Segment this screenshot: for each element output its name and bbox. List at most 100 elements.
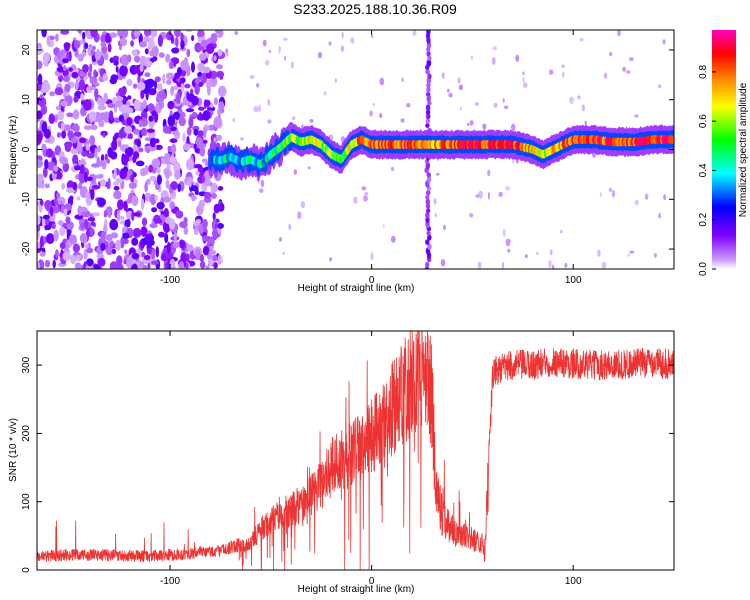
faint-speckle xyxy=(492,57,496,65)
faint-speckle xyxy=(662,39,666,45)
faint-speckle xyxy=(597,249,601,257)
faint-speckle xyxy=(505,238,511,247)
faint-speckle xyxy=(569,96,574,105)
noise-speckle xyxy=(76,196,81,201)
vertical-streak xyxy=(426,175,432,183)
noise-speckle xyxy=(78,206,88,213)
noise-speckle xyxy=(37,47,44,54)
noise-speckle xyxy=(156,174,162,185)
noise-speckle xyxy=(74,40,81,49)
noise-speckle xyxy=(91,163,100,168)
snr-plot-area xyxy=(37,331,674,570)
noise-speckle xyxy=(41,121,48,133)
noise-speckle xyxy=(197,30,204,38)
faint-speckle xyxy=(601,261,607,269)
faint-speckle xyxy=(435,172,440,176)
colorbar-label: Normalized spectral amplitude xyxy=(738,82,749,217)
vertical-streak xyxy=(425,198,430,206)
noise-speckle xyxy=(100,41,107,48)
noise-speckle xyxy=(167,145,171,152)
y-tick-label: 0 xyxy=(21,567,32,573)
faint-speckle xyxy=(240,137,244,141)
noise-speckle xyxy=(100,231,106,243)
noise-speckle xyxy=(152,56,158,62)
faint-speckle xyxy=(564,262,568,268)
noise-speckle xyxy=(44,183,50,189)
noise-speckle xyxy=(149,223,158,229)
faint-speckle xyxy=(577,95,581,100)
x-tick-label: -100 xyxy=(160,576,180,587)
noise-speckle xyxy=(205,265,210,269)
noise-speckle xyxy=(117,30,122,37)
noise-speckle xyxy=(137,81,146,91)
noise-speckle xyxy=(210,103,214,108)
noise-speckle xyxy=(202,126,207,139)
colorbar-tick-label: 0.0 xyxy=(698,262,709,276)
noise-speckle xyxy=(79,233,88,244)
vertical-streak xyxy=(425,92,431,97)
noise-speckle xyxy=(78,182,83,190)
noise-speckle xyxy=(130,40,135,47)
noise-speckle xyxy=(44,138,51,144)
noise-speckle xyxy=(153,79,158,90)
noise-speckle xyxy=(90,188,95,200)
noise-speckle xyxy=(63,42,71,49)
noise-speckle xyxy=(44,224,49,231)
noise-speckle xyxy=(178,260,185,269)
faint-speckle xyxy=(441,72,445,80)
faint-speckle xyxy=(536,251,539,256)
faint-speckle xyxy=(361,186,367,191)
noise-speckle xyxy=(182,132,186,143)
faint-speckle xyxy=(232,117,236,123)
noise-speckle xyxy=(97,197,106,207)
noise-speckle xyxy=(150,30,158,38)
noise-speckle xyxy=(174,170,181,180)
noise-speckle xyxy=(193,227,199,235)
noise-speckle xyxy=(151,158,161,169)
faint-speckle xyxy=(291,61,294,69)
faint-speckle xyxy=(257,104,262,112)
faint-speckle xyxy=(548,259,552,268)
noise-speckle xyxy=(85,143,90,151)
noise-speckle xyxy=(138,147,144,153)
noise-speckle xyxy=(125,105,131,114)
noise-speckle xyxy=(84,244,89,249)
noise-speckle xyxy=(37,60,43,70)
noise-speckle xyxy=(132,212,141,217)
noise-speckle xyxy=(137,73,141,84)
faint-speckle xyxy=(466,122,470,126)
noise-speckle xyxy=(199,254,204,263)
noise-speckle xyxy=(68,234,78,245)
noise-speckle xyxy=(42,214,50,220)
faint-speckle xyxy=(267,119,272,124)
faint-speckle xyxy=(350,37,355,44)
faint-speckle xyxy=(300,201,305,209)
vertical-streak xyxy=(425,109,431,116)
faint-speckle xyxy=(611,189,616,198)
noise-speckle xyxy=(44,259,51,268)
noise-speckle xyxy=(195,171,200,176)
noise-speckle xyxy=(138,119,143,128)
noise-speckle xyxy=(139,261,145,268)
noise-speckle xyxy=(170,181,178,190)
faint-speckle xyxy=(493,102,498,108)
noise-speckle xyxy=(139,55,147,67)
noise-speckle xyxy=(218,101,225,112)
faint-speckle xyxy=(477,261,482,269)
noise-speckle xyxy=(156,90,165,103)
noise-speckle xyxy=(175,92,181,105)
faint-speckle xyxy=(458,84,463,91)
faint-speckle xyxy=(369,110,373,117)
noise-speckle xyxy=(62,251,71,261)
faint-speckle xyxy=(209,245,215,250)
noise-speckle xyxy=(74,131,82,137)
faint-speckle xyxy=(291,116,296,121)
noise-speckle xyxy=(83,171,88,183)
noise-speckle xyxy=(37,159,44,168)
noise-speckle xyxy=(71,137,78,144)
faint-speckle xyxy=(653,253,658,258)
noise-speckle xyxy=(109,261,118,269)
noise-speckle xyxy=(132,50,139,57)
faint-speckle xyxy=(334,78,337,83)
colorbar-tick-label: 0.2 xyxy=(698,212,709,226)
